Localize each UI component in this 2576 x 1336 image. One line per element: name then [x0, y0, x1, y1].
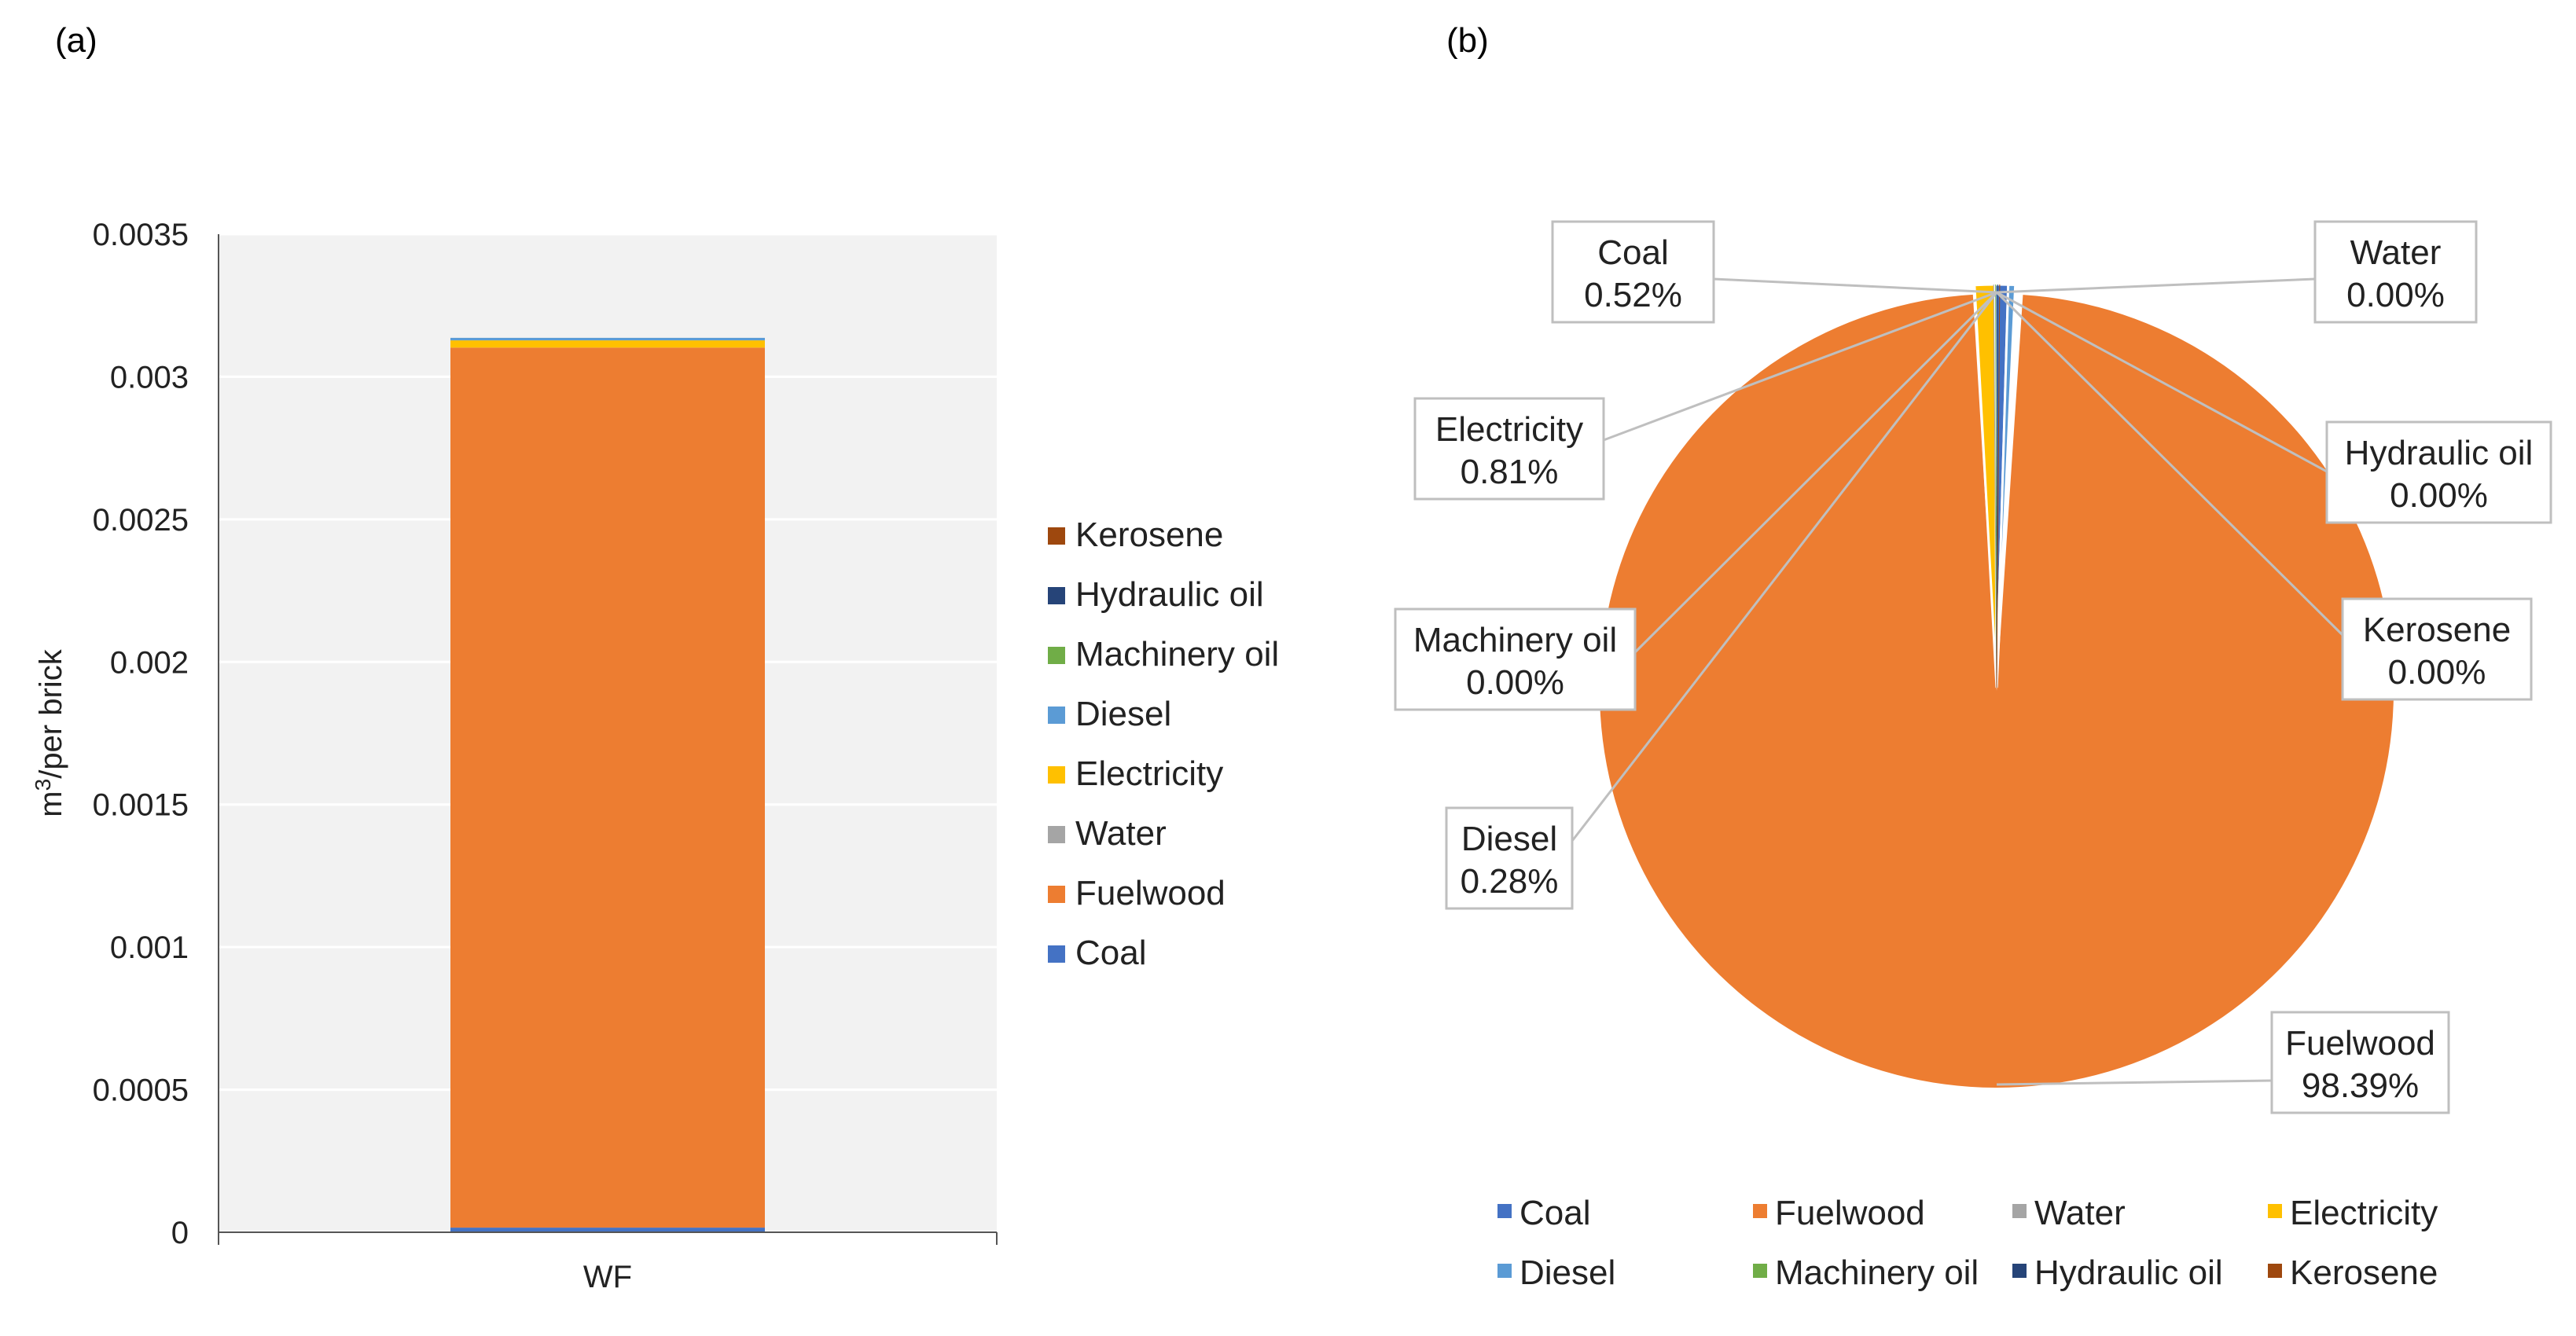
legend-label-water: Water	[1075, 814, 1167, 853]
legend-label-hydraulic-oil: Hydraulic oil	[1075, 575, 1264, 614]
pie-legend-label-fuelwood: Fuelwood	[1775, 1194, 1925, 1232]
legend-swatch-coal	[1048, 945, 1065, 963]
legend-label-kerosene: Kerosene	[1075, 516, 1223, 554]
bar-segment-diesel	[450, 337, 765, 341]
legend-swatch-machinery-oil	[1048, 647, 1065, 664]
data-label-box-coal	[1551, 220, 1715, 324]
bar-stack	[450, 337, 765, 1232]
data-label-name-coal: Coal	[1597, 233, 1669, 272]
pie-legend-label-hydraulic-oil: Hydraulic oil	[2034, 1253, 2223, 1292]
pie-legend-swatch-electricity	[2268, 1204, 2282, 1218]
data-label-name-electricity: Electricity	[1435, 410, 1583, 449]
data-label-value-machinery-oil: 0.00%	[1466, 663, 1564, 702]
legend-swatch-water	[1048, 826, 1065, 843]
data-label-value-diesel: 0.28%	[1461, 862, 1559, 901]
pie-legend-swatch-hydraulic-oil	[2012, 1264, 2027, 1278]
data-label-value-fuelwood: 98.39%	[2302, 1066, 2419, 1105]
pie-legend-label-electricity: Electricity	[2290, 1194, 2438, 1232]
leader-line-electricity	[1603, 291, 1997, 442]
legend-label-electricity: Electricity	[1075, 754, 1223, 793]
data-label-name-hydraulic-oil: Hydraulic oil	[2345, 434, 2534, 472]
legend-label-diesel: Diesel	[1075, 695, 1171, 733]
pie-chart: Coal0.52%Fuelwood98.39%Water0.00%Electri…	[1394, 220, 2552, 1292]
pie-slice-kerosene	[1996, 284, 2001, 688]
data-label-name-kerosene: Kerosene	[2363, 611, 2511, 649]
legend-swatch-hydraulic-oil	[1048, 587, 1065, 604]
pie-legend-label-diesel: Diesel	[1520, 1253, 1615, 1292]
pie-slice-diesel	[1995, 283, 2017, 688]
leader-line-fuelwood	[1996, 1079, 2273, 1086]
legend-swatch-kerosene	[1048, 527, 1065, 545]
pie-legend-label-machinery-oil: Machinery oil	[1775, 1253, 1979, 1292]
pie-slices	[1600, 283, 2394, 1088]
leader-line-hydraulic-oil	[1996, 291, 2328, 473]
y-tick-label: 0.0015	[93, 788, 189, 823]
y-axis-label: m3/per brick	[31, 648, 68, 817]
stacked-bar-chart: 0 0.0005 0.001 0.0015 0.002 0.0025 0.003 0.0035…	[31, 218, 1279, 1294]
data-label-box-electricity	[1413, 397, 1605, 501]
pie-legend-label-water: Water	[2034, 1194, 2126, 1232]
y-tick-label: 0.0005	[93, 1074, 189, 1108]
data-label-box-diesel	[1445, 806, 1574, 910]
panel-b-label: (b)	[1446, 21, 1489, 60]
data-label-name-machinery-oil: Machinery oil	[1413, 621, 1617, 659]
data-label-value-hydraulic-oil: 0.00%	[2390, 476, 2488, 515]
bar-segment-coal	[450, 1228, 765, 1232]
pie-legend: Coal Fuelwood Water Electricity Diesel Machin…	[1497, 1194, 2438, 1292]
bar-legend: Kerosene Hydraulic oil Machinery oil Diesel…	[1048, 516, 1279, 972]
pie-legend-swatch-water	[2012, 1204, 2027, 1218]
leader-line-kerosene	[1995, 291, 2344, 637]
pie-legend-label-coal: Coal	[1520, 1194, 1591, 1232]
legend-swatch-diesel	[1048, 707, 1065, 724]
bar-segment-fuelwood	[450, 347, 765, 1228]
data-label-box-hydraulic-oil	[2325, 420, 2552, 524]
legend-swatch-electricity	[1048, 766, 1065, 784]
legend-label-fuelwood: Fuelwood	[1075, 874, 1226, 912]
data-label-box-machinery-oil	[1394, 607, 1637, 711]
data-label-box-fuelwood	[2270, 1011, 2450, 1114]
data-label-name-fuelwood: Fuelwood	[2285, 1024, 2435, 1063]
pie-legend-swatch-kerosene	[2268, 1264, 2282, 1278]
data-label-value-water: 0.00%	[2346, 276, 2445, 314]
legend-label-coal: Coal	[1075, 934, 1147, 972]
leader-line-machinery-oil	[1633, 291, 1998, 654]
y-tick-label: 0.0035	[93, 218, 189, 252]
pie-leader-lines	[1571, 277, 2344, 1086]
leader-line-coal	[1713, 277, 1997, 294]
axes	[218, 234, 998, 1245]
legend-label-machinery-oil: Machinery oil	[1075, 635, 1279, 674]
pie-slice-fuelwood	[1600, 294, 2394, 1088]
pie-legend-swatch-fuelwood	[1753, 1204, 1767, 1218]
y-tick-label: 0.003	[110, 360, 189, 395]
data-label-box-water	[2313, 220, 2478, 324]
panel-a-label: (a)	[55, 21, 97, 60]
leader-line-water	[1996, 277, 2316, 294]
data-label-value-kerosene: 0.00%	[2388, 653, 2486, 692]
pie-legend-swatch-coal	[1497, 1204, 1512, 1218]
x-tick-label: WF	[583, 1260, 632, 1294]
y-tick-label: 0	[171, 1216, 189, 1250]
data-label-box-kerosene	[2341, 597, 2533, 701]
pie-legend-swatch-diesel	[1497, 1264, 1512, 1278]
pie-legend-swatch-machinery-oil	[1753, 1264, 1767, 1278]
data-label-name-diesel: Diesel	[1461, 820, 1557, 858]
data-label-value-coal: 0.52%	[1584, 276, 1682, 314]
leader-line-diesel	[1571, 292, 1998, 842]
bar-segment-electricity	[450, 340, 765, 348]
y-tick-label: 0.002	[110, 645, 189, 680]
legend-swatch-fuelwood	[1048, 886, 1065, 903]
pie-legend-label-kerosene: Kerosene	[2290, 1253, 2438, 1292]
data-label-value-electricity: 0.81%	[1461, 453, 1559, 491]
y-tick-label: 0.001	[110, 930, 189, 965]
data-label-name-water: Water	[2350, 233, 2442, 272]
y-tick-label: 0.0025	[93, 503, 189, 538]
y-axis-ticks: 0 0.0005 0.001 0.0015 0.002 0.0025 0.003 0.0035	[93, 218, 189, 1250]
